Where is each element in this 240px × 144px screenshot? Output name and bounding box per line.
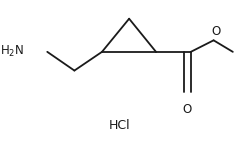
Text: O: O — [211, 25, 221, 38]
Text: O: O — [183, 103, 192, 116]
Text: H$_2$N: H$_2$N — [0, 44, 24, 59]
Text: HCl: HCl — [109, 119, 131, 132]
